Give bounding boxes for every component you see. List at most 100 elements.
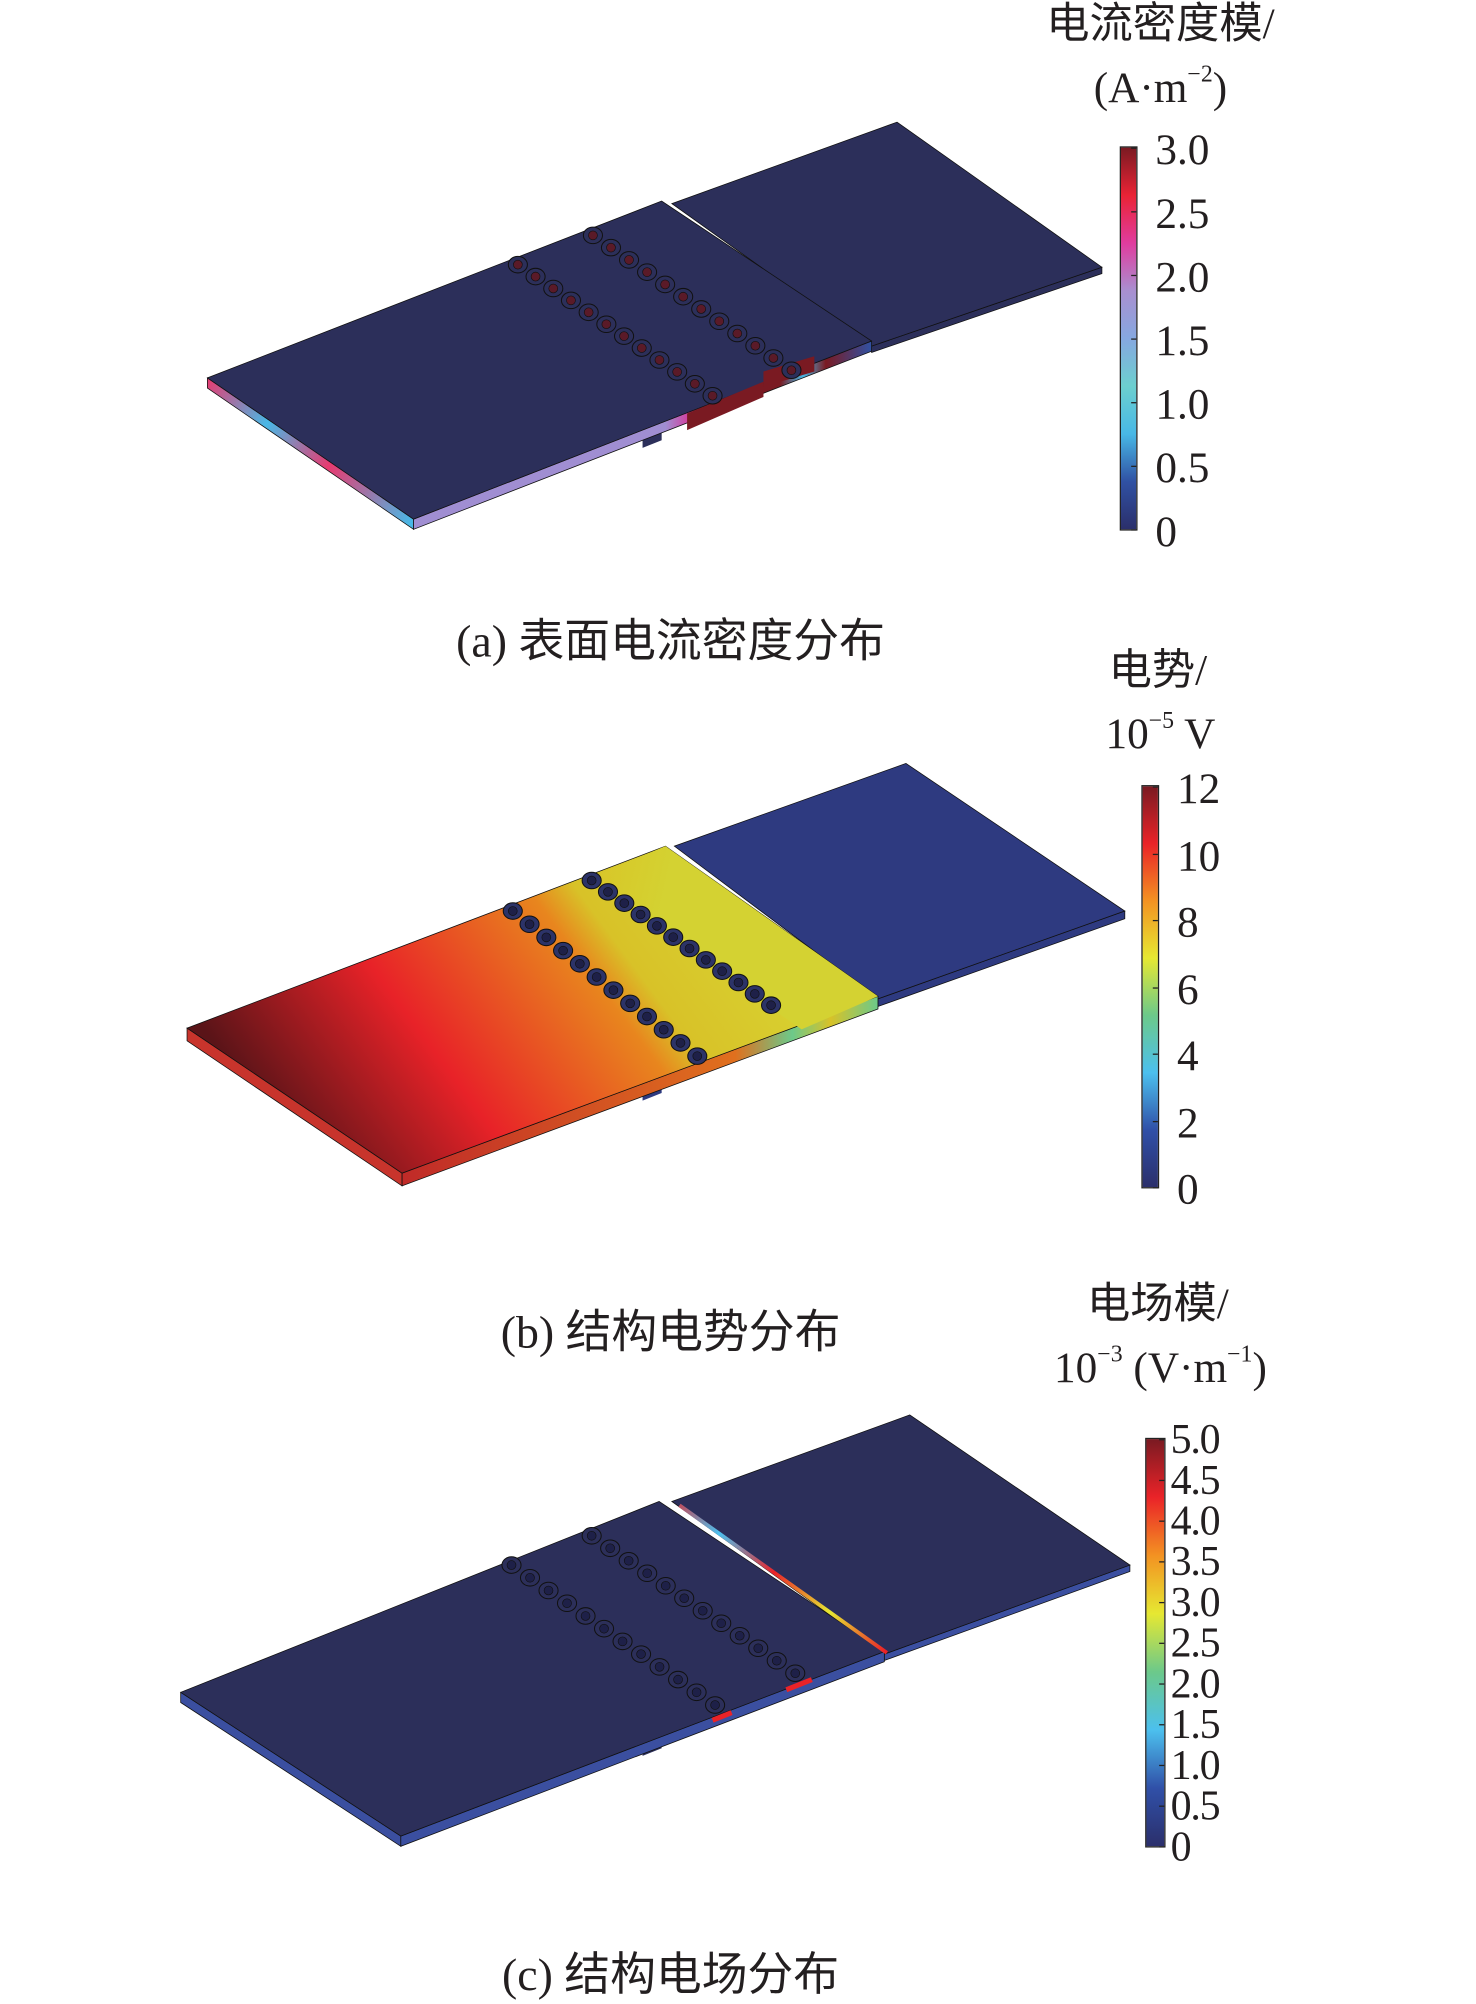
bolt-hole-center bbox=[679, 1593, 689, 1604]
bolt-hole bbox=[614, 894, 635, 912]
colorbar-tick-label: 2.0 bbox=[1170, 1661, 1221, 1708]
bolt-hole bbox=[766, 1651, 787, 1670]
bolt-hole bbox=[630, 905, 651, 924]
bolt-hole-center bbox=[566, 295, 576, 306]
colorbar-tick-label: 0.5 bbox=[1170, 1783, 1221, 1830]
bolt-hole bbox=[673, 287, 694, 306]
bolt-hole-center bbox=[766, 1000, 776, 1010]
bolt-hole bbox=[618, 251, 640, 269]
bolt-hole-center bbox=[691, 1687, 702, 1698]
bolt-hole bbox=[679, 939, 700, 958]
field-hotspot bbox=[785, 1677, 813, 1693]
colorbar-a-title: 电流密度模/ bbox=[1046, 1, 1275, 49]
colorbar-tick-mark bbox=[1131, 274, 1137, 277]
colorbar-tick-label: 5.0 bbox=[1170, 1417, 1221, 1464]
colorbar-tick-label: 0 bbox=[1176, 1166, 1199, 1214]
bolt-hole bbox=[781, 361, 802, 380]
bolt-hole bbox=[631, 339, 652, 357]
bolt-hole bbox=[637, 263, 658, 281]
bolt-hole bbox=[538, 1581, 559, 1600]
bolt-hole bbox=[603, 981, 624, 999]
colorbar-tick-mark bbox=[1159, 1439, 1165, 1441]
bolt-hole bbox=[519, 915, 540, 934]
bolt-hole-center bbox=[588, 230, 598, 241]
bolt-hole-center bbox=[675, 1038, 686, 1048]
bolt-hole bbox=[581, 1527, 602, 1545]
unit-text: 10 bbox=[1054, 1344, 1098, 1393]
bolt-hole-center bbox=[701, 955, 711, 965]
overlap-zone bbox=[586, 846, 878, 1030]
colorbar-tick-mark bbox=[1159, 1561, 1165, 1563]
unit-text-close: ) bbox=[1252, 1344, 1267, 1393]
colorbar-tick-label: 4 bbox=[1176, 1033, 1199, 1081]
bolt-hole bbox=[649, 1658, 670, 1676]
bolt-hole-center bbox=[733, 977, 744, 988]
bolt-hole bbox=[560, 291, 582, 310]
bolt-hole-center bbox=[562, 1598, 572, 1609]
bolt-hole-center bbox=[606, 242, 616, 253]
colorbar-a bbox=[1119, 146, 1138, 531]
bolt-hole bbox=[692, 1601, 713, 1620]
bolt-hole-center bbox=[591, 972, 602, 982]
bolt-hole bbox=[612, 1632, 633, 1651]
right-plate-top-face bbox=[671, 1414, 1131, 1655]
colorbar-tick-mark bbox=[1152, 1187, 1158, 1189]
bolt-hole bbox=[702, 386, 723, 405]
bolt-hole-center bbox=[583, 307, 594, 318]
bolt-hole-center bbox=[771, 1655, 782, 1666]
colorbar-tick-label: 0 bbox=[1170, 1824, 1192, 1871]
bolt-hole-center bbox=[617, 1636, 628, 1647]
bolt-hole bbox=[653, 1020, 674, 1039]
caption-b: (b) 结构电势分布 bbox=[500, 1306, 841, 1358]
bolt-hole-center bbox=[672, 367, 682, 377]
bolt-hole bbox=[543, 279, 564, 298]
colorbar-b-unit: 10−5 V bbox=[1106, 709, 1216, 759]
bolt-hole-center bbox=[678, 291, 688, 302]
colorbar-c-unit: 10−3 (V·m−1) bbox=[1054, 1343, 1267, 1393]
bolt-hole-center bbox=[506, 1560, 517, 1570]
bolt-hole bbox=[761, 996, 782, 1014]
colorbar-a-unit: (A·m−2) bbox=[1094, 63, 1227, 112]
colorbar-tick-mark bbox=[1152, 853, 1158, 855]
current-hotspot bbox=[687, 381, 764, 431]
bolt-hole bbox=[637, 1564, 658, 1583]
colorbar-tick-mark bbox=[1152, 1053, 1158, 1055]
colorbar-tick-label: 2.5 bbox=[1170, 1621, 1221, 1667]
bolt-hole-center bbox=[541, 932, 552, 943]
bolt-hole-center bbox=[642, 267, 652, 277]
colorbar-tick-label: 4.0 bbox=[1170, 1498, 1221, 1545]
bolt-hole-center bbox=[642, 1011, 652, 1022]
bolt-hole-center bbox=[580, 1611, 591, 1621]
bolt-hole-center bbox=[660, 1580, 671, 1591]
bolt-hole bbox=[536, 928, 557, 947]
colorbar-tick-mark bbox=[1131, 147, 1137, 149]
bolt-hole bbox=[785, 1664, 806, 1682]
bolt-hole-center bbox=[697, 1605, 708, 1616]
colorbar-tick-mark bbox=[1152, 919, 1158, 922]
bolt-hole-center bbox=[753, 1643, 764, 1654]
colorbar-b-title: 电势/ bbox=[1108, 647, 1208, 695]
bolt-hole bbox=[556, 1594, 578, 1613]
bolt-hole bbox=[582, 226, 603, 245]
panel-c-model bbox=[179, 1414, 1131, 1847]
colorbar-tick-mark bbox=[1131, 211, 1137, 213]
bolt-hole-center bbox=[558, 945, 568, 956]
bolt-hole-center bbox=[654, 355, 665, 365]
colorbar-tick-mark bbox=[1152, 786, 1158, 788]
bolt-hole-center bbox=[654, 1662, 665, 1672]
colorbar-tick-label: 1.5 bbox=[1170, 1702, 1221, 1749]
colorbar-c-title: 电场模/ bbox=[1086, 1281, 1229, 1329]
bolt-hole-center bbox=[690, 379, 700, 389]
bolt-hole bbox=[593, 1619, 615, 1638]
bolt-hole bbox=[709, 312, 730, 331]
field-concentration-line bbox=[678, 1503, 888, 1655]
bolt-hole bbox=[596, 315, 617, 334]
bolt-hole bbox=[519, 1569, 541, 1587]
bolt-hole-center bbox=[636, 1649, 646, 1659]
colorbar-tick-mark bbox=[1159, 1601, 1165, 1604]
bolt-hole-center bbox=[619, 331, 629, 341]
bolt-hole-center bbox=[543, 1585, 554, 1596]
bolt-hole bbox=[712, 962, 733, 980]
colorbar-tick-label: 10 bbox=[1176, 832, 1221, 880]
bolt-hole-center bbox=[668, 932, 678, 942]
